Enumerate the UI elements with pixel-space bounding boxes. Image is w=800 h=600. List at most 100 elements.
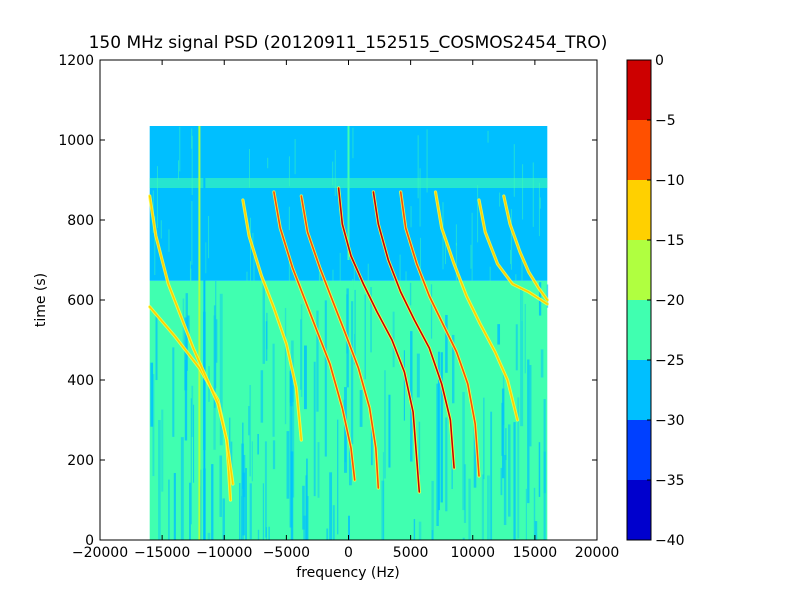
colorbar-tick-label: −20	[655, 293, 685, 309]
noise-streak	[249, 149, 251, 188]
noise-streak	[417, 135, 419, 199]
noise-streak	[230, 441, 233, 479]
x-axis: −20000 −15000 −10000 −5000 0 5000 10000 15000 20…	[72, 60, 619, 561]
x-tick-label: −10000	[196, 545, 252, 561]
colorbar: −40 −35 −30 −25 −20 −15 −10 −5 0	[626, 53, 685, 549]
noise-streak	[300, 304, 303, 397]
noise-streak	[290, 451, 294, 540]
colorbar-segment	[627, 480, 651, 540]
noise-streak	[267, 157, 269, 169]
noise-streak	[489, 266, 491, 322]
noise-streak	[184, 359, 188, 441]
colorbar-tick-label: 0	[655, 53, 664, 69]
noise-streak	[215, 281, 217, 389]
noise-streak	[158, 420, 161, 540]
noise-streak	[251, 441, 253, 482]
noise-streak	[329, 472, 333, 540]
noise-streak	[444, 240, 446, 265]
noise-streak	[318, 262, 320, 309]
noise-streak	[253, 251, 255, 306]
noise-streak	[532, 162, 534, 227]
noise-streak	[154, 216, 156, 276]
noise-streak	[161, 409, 164, 492]
noise-streak	[440, 352, 443, 503]
noise-streak	[370, 287, 372, 353]
colorbar-tick-label: −10	[655, 173, 685, 189]
noise-streak	[522, 164, 524, 220]
noise-streak	[264, 441, 267, 538]
noise-streak	[431, 530, 434, 540]
colorbar-segment	[627, 120, 651, 180]
x-tick-label: 10000	[450, 545, 495, 561]
doppler-track	[434, 191, 519, 421]
noise-streak	[403, 350, 405, 421]
doppler-track	[242, 199, 303, 441]
noise-streak	[248, 405, 250, 436]
noise-streak	[193, 404, 195, 483]
noise-streak	[418, 421, 421, 475]
noise-streak	[348, 515, 350, 540]
noise-streak	[352, 278, 354, 290]
noise-streak	[265, 321, 268, 361]
x-tick-label: 0	[344, 545, 353, 561]
noise-streak	[529, 365, 532, 447]
doppler-track	[478, 199, 549, 305]
noise-streak	[431, 480, 434, 540]
noise-streak	[219, 293, 223, 446]
x-tick-label: −5000	[263, 545, 310, 561]
noise-streak	[187, 315, 190, 338]
noise-streak	[250, 217, 252, 288]
noise-streak	[470, 244, 472, 269]
colorbar-segment	[627, 300, 651, 360]
noise-streak	[501, 388, 505, 479]
x-axis-label: frequency (Hz)	[296, 565, 399, 581]
noise-streak	[539, 197, 541, 209]
y-tick-label: 0	[85, 533, 94, 549]
noise-streak	[239, 482, 241, 540]
noise-streak	[413, 519, 416, 540]
noise-streak	[211, 464, 214, 540]
noise-streak	[538, 442, 541, 497]
noise-streak	[543, 399, 546, 540]
doppler-track	[273, 191, 356, 481]
noise-streak	[179, 126, 181, 172]
noise-streak	[392, 311, 395, 368]
colorbar-tick-label: −25	[655, 353, 685, 369]
noise-streak	[468, 478, 471, 540]
noise-streak	[462, 537, 465, 540]
noise-streak	[487, 475, 490, 540]
doppler-track	[337, 187, 421, 493]
noise-streak	[260, 370, 264, 423]
noise-streak	[150, 362, 154, 427]
colorbar-tick-label: −40	[655, 533, 685, 549]
x-tick-label: 15000	[513, 545, 558, 561]
noise-streak	[364, 294, 366, 380]
doppler-track	[372, 191, 455, 469]
noise-streak	[305, 475, 308, 540]
noise-streak	[490, 411, 493, 540]
noise-streak	[436, 383, 439, 527]
noise-streak	[334, 150, 336, 196]
noise-streak	[399, 254, 401, 301]
noise-streak	[515, 274, 517, 290]
noise-streak	[257, 529, 260, 540]
noise-streak	[384, 370, 386, 479]
doppler-track	[300, 195, 380, 489]
noise-streak	[370, 427, 373, 466]
noise-streak	[339, 252, 341, 298]
noise-streak	[445, 314, 448, 373]
noise-streak	[409, 282, 412, 306]
heatmap-layer	[149, 126, 549, 540]
colorbar-segment	[627, 420, 651, 480]
colorbar-segment	[627, 60, 651, 120]
colorbar-tick-label: −5	[655, 113, 676, 129]
colorbar-tick-label: −30	[655, 413, 685, 429]
x-tick-label: 5000	[393, 545, 429, 561]
noise-streak	[477, 185, 479, 243]
colorbar-segment	[627, 180, 651, 240]
noise-streak	[215, 319, 218, 363]
noise-streak	[190, 268, 192, 331]
noise-streak	[317, 442, 320, 498]
noise-streak	[284, 307, 287, 425]
